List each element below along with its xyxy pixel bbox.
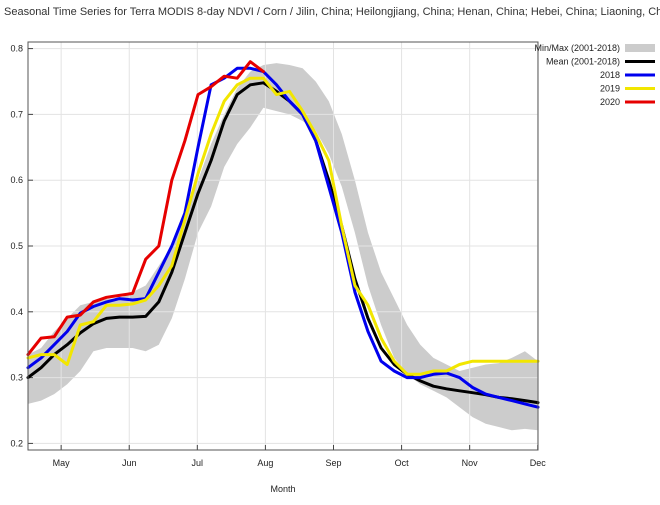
y-tick-label: 0.2 [10, 438, 23, 448]
legend-label: 2018 [600, 70, 620, 80]
x-tick-label: May [53, 458, 71, 468]
x-axis-label: Month [270, 484, 295, 494]
x-tick-label: Jun [122, 458, 137, 468]
x-tick-label: Sep [325, 458, 341, 468]
y-tick-label: 0.4 [10, 307, 23, 317]
x-tick-label: Oct [395, 458, 410, 468]
x-tick-label: Dec [530, 458, 547, 468]
plot-frame [27, 41, 539, 451]
y-tick-label: 0.6 [10, 175, 23, 185]
y-tick-label: 0.3 [10, 373, 23, 383]
series-line [26, 60, 265, 357]
y-tick-label: 0.5 [10, 241, 23, 251]
minmax-band [28, 63, 538, 431]
chart-title: Seasonal Time Series for Terra MODIS 8-d… [4, 6, 660, 18]
x-tick-label: Jul [192, 458, 204, 468]
legend-label: 2019 [600, 84, 620, 94]
y-tick-label: 0.8 [10, 44, 23, 54]
legend-swatch [625, 44, 655, 52]
x-tick-label: Aug [257, 458, 273, 468]
x-tick-label: Nov [462, 458, 479, 468]
series-line [26, 76, 540, 376]
legend-label: Mean (2001-2018) [546, 57, 620, 67]
series-line [26, 81, 540, 405]
y-tick-label: 0.7 [10, 109, 23, 119]
legend-label: Min/Max (2001-2018) [534, 43, 620, 53]
legend-label: 2020 [600, 97, 620, 107]
